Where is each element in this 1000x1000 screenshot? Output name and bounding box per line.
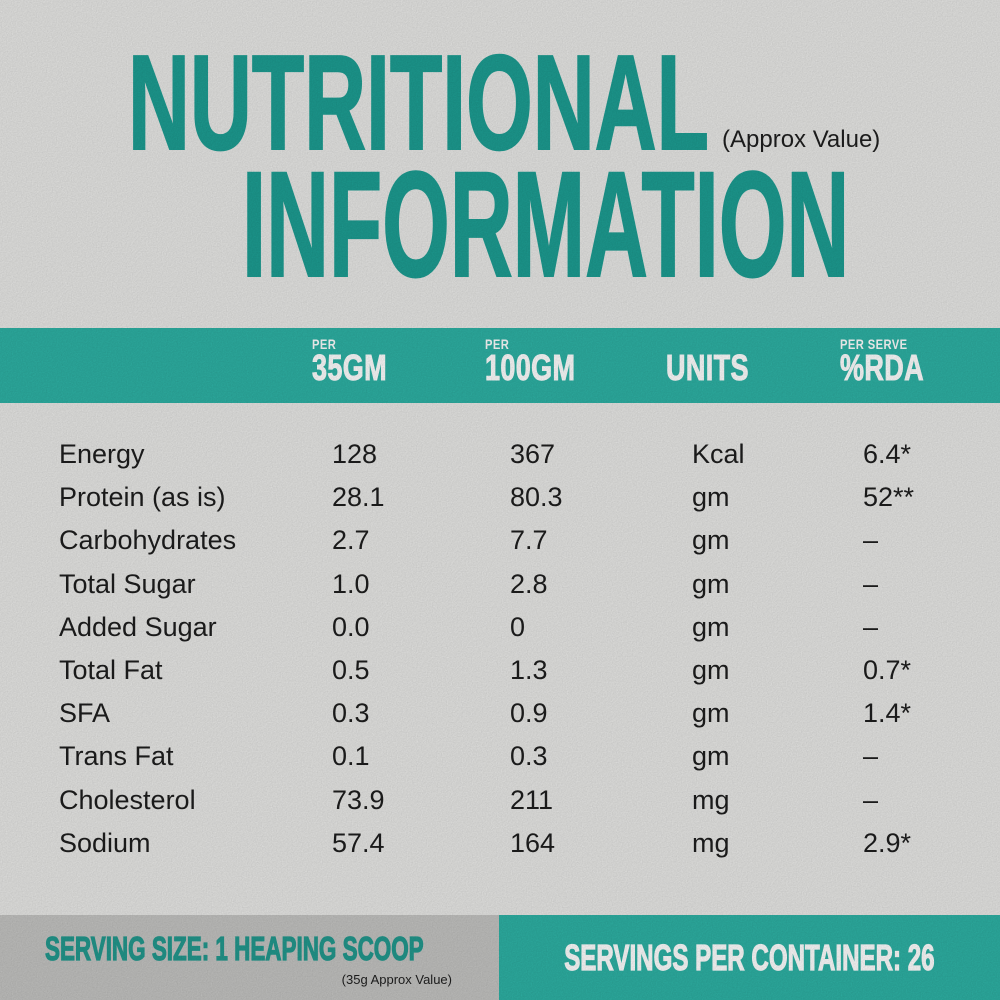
nutrition-table: Energy 128 367 Kcal 6.4* Protein (as is)…	[0, 433, 1000, 865]
value-per-100gm: 0	[510, 611, 526, 642]
value-per-100gm: 0.3	[510, 741, 548, 772]
value-per-35gm: 73.9	[332, 784, 385, 815]
column-header-main-label: 100GM	[485, 347, 576, 389]
value-units: gm	[692, 611, 730, 642]
value-rda: –	[863, 611, 879, 642]
value-rda: 52**	[863, 482, 915, 513]
column-header-main-label: UNITS	[666, 347, 749, 389]
table-row: Added Sugar 0.0 0 gm –	[0, 606, 1000, 649]
value-per-100gm: 2.8	[510, 568, 548, 599]
value-rda: 1.4*	[863, 698, 912, 729]
row-label: Total Sugar	[59, 568, 196, 599]
table-row: Trans Fat 0.1 0.3 gm –	[0, 735, 1000, 778]
value-units: mg	[692, 784, 730, 815]
value-per-35gm: 0.1	[332, 741, 370, 772]
row-label: Carbohydrates	[59, 525, 237, 556]
value-units: gm	[692, 655, 730, 686]
column-header-rda: PER SERVE %RDA	[840, 337, 952, 389]
value-units: gm	[692, 741, 730, 772]
value-units: gm	[692, 482, 730, 513]
row-label: SFA	[59, 698, 111, 729]
value-rda: –	[863, 525, 879, 556]
value-per-100gm: 7.7	[510, 525, 548, 556]
value-per-35gm: 57.4	[332, 827, 385, 858]
table-row: Cholesterol 73.9 211 mg –	[0, 779, 1000, 822]
value-per-100gm: 211	[510, 784, 554, 815]
value-units: gm	[692, 525, 730, 556]
footer: SERVING SIZE: 1 HEAPING SCOOP (35g Appro…	[0, 915, 1000, 1000]
table-header-bar: PER 35GM PER 100GM UNITS PER SERVE %RDA	[0, 328, 1000, 403]
value-units: gm	[692, 568, 730, 599]
value-per-100gm: 80.3	[510, 482, 563, 513]
title-line2: INFORMATION	[241, 140, 850, 308]
column-header-main-label: 35GM	[312, 347, 388, 389]
table-row: Carbohydrates 2.7 7.7 gm –	[0, 519, 1000, 562]
value-per-35gm: 28.1	[332, 482, 385, 513]
value-rda: –	[863, 784, 879, 815]
value-units: mg	[692, 827, 730, 858]
value-rda: –	[863, 568, 879, 599]
value-per-100gm: 367	[510, 439, 556, 470]
table-row: Sodium 57.4 164 mg 2.9*	[0, 822, 1000, 865]
value-per-35gm: 0.5	[332, 655, 370, 686]
servings-per-container-panel: SERVINGS PER CONTAINER: 26	[499, 915, 1000, 1000]
value-per-100gm: 0.9	[510, 698, 548, 729]
row-label: Trans Fat	[59, 741, 174, 772]
table-row: Protein (as is) 28.1 80.3 gm 52**	[0, 476, 1000, 519]
column-header-main-label: %RDA	[840, 347, 925, 389]
row-label: Sodium	[59, 827, 151, 858]
row-label: Added Sugar	[59, 611, 217, 642]
column-header-units: UNITS	[666, 337, 777, 389]
row-label: Cholesterol	[59, 784, 196, 815]
value-per-35gm: 0.3	[332, 698, 370, 729]
value-per-35gm: 128	[332, 439, 378, 470]
table-row: Total Fat 0.5 1.3 gm 0.7*	[0, 649, 1000, 692]
serving-size-note: (35g Approx Value)	[341, 972, 452, 987]
value-rda: 2.9*	[863, 827, 912, 858]
value-units: gm	[692, 698, 730, 729]
column-header-per-35gm: PER 35GM	[312, 337, 412, 389]
table-row: SFA 0.3 0.9 gm 1.4*	[0, 692, 1000, 735]
row-label: Energy	[59, 439, 145, 470]
value-rda: –	[863, 741, 879, 772]
serving-size-text: SERVING SIZE: 1 HEAPING SCOOP	[45, 930, 424, 967]
column-header-per-100gm: PER 100GM	[485, 337, 606, 389]
serving-size-panel: SERVING SIZE: 1 HEAPING SCOOP (35g Appro…	[0, 915, 499, 1000]
value-units: Kcal	[692, 439, 745, 470]
servings-per-container-text: SERVINGS PER CONTAINER: 26	[564, 936, 935, 978]
value-per-100gm: 164	[510, 827, 556, 858]
table-row: Energy 128 367 Kcal 6.4*	[0, 433, 1000, 476]
value-rda: 6.4*	[863, 439, 912, 470]
value-per-100gm: 1.3	[510, 655, 548, 686]
value-rda: 0.7*	[863, 655, 912, 686]
row-label: Protein (as is)	[59, 482, 226, 513]
table-row: Total Sugar 1.0 2.8 gm –	[0, 563, 1000, 606]
value-per-35gm: 2.7	[332, 525, 370, 556]
value-per-35gm: 0.0	[332, 611, 370, 642]
value-per-35gm: 1.0	[332, 568, 370, 599]
row-label: Total Fat	[59, 655, 163, 686]
